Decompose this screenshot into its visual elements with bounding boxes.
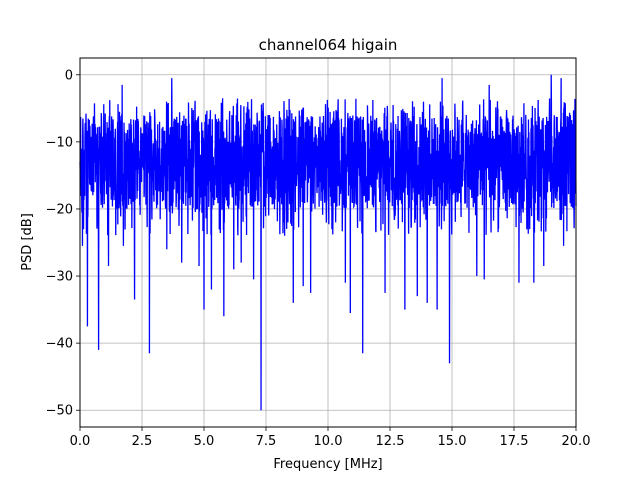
y-tick-label: −50 — [46, 404, 73, 419]
y-tick-label: −40 — [46, 337, 73, 352]
y-axis-label: PSD [dB] — [20, 213, 35, 271]
y-axis: 0 −10 −20 −30 −40 −50 — [46, 68, 80, 419]
psd-line — [79, 74, 577, 411]
x-tick-label: 5.0 — [194, 434, 215, 449]
x-axis-label: Frequency [MHz] — [273, 457, 382, 472]
y-tick-label: −30 — [46, 270, 73, 285]
y-tick-label: 0 — [65, 68, 73, 83]
x-tick-label: 10.0 — [314, 434, 343, 449]
x-tick-label: 20.0 — [562, 434, 591, 449]
x-tick-label: 0.0 — [70, 434, 91, 449]
y-tick-label: −20 — [46, 202, 73, 217]
x-tick-label: 15.0 — [438, 434, 467, 449]
x-tick-label: 17.5 — [500, 434, 529, 449]
x-tick-label: 7.5 — [256, 434, 277, 449]
x-tick-label: 12.5 — [376, 434, 405, 449]
chart-title: channel064 higain — [259, 36, 398, 54]
x-axis: 0.0 2.5 5.0 7.5 10.0 12.5 15.0 17.5 20.0 — [70, 427, 591, 449]
series-psd — [79, 74, 577, 411]
x-tick-label: 2.5 — [132, 434, 153, 449]
y-tick-label: −10 — [46, 135, 73, 150]
